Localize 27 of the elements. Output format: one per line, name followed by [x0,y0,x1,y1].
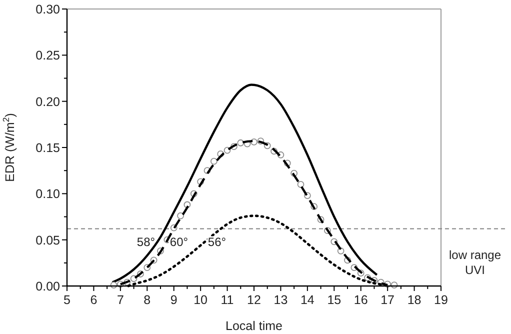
annotation: 56° [208,234,226,249]
x-tick-label: 9 [170,293,178,307]
y-tick-label: 0.10 [36,187,60,202]
x-tick-label: 14 [300,293,314,307]
x-tick-label: 7 [116,293,124,307]
x-tick-label: 19 [434,293,448,307]
ref-line-label: low range UVI [448,248,502,277]
x-tick-label: 16 [354,293,368,307]
x-tick-label: 12 [247,293,261,307]
y-tick-label: 0.30 [36,2,60,16]
x-tick-label: 8 [144,293,151,307]
x-tick-label: 6 [90,293,98,307]
annotation: 58° [136,234,156,249]
x-tick-label: 18 [407,293,422,307]
x-tick-label: 15 [327,293,342,307]
y-tick-label: 0.00 [36,280,60,294]
x-tick-label: 5 [64,293,71,307]
x-tick-label: 11 [220,293,234,307]
y-tick-label: 0.05 [36,233,60,248]
y-tick-label: 0.15 [36,141,60,155]
y-tick-label: 0.20 [36,94,60,109]
y-tick-label: 0.25 [36,48,60,63]
x-tick-label: 13 [274,293,288,307]
x-axis-title: Local time [226,319,283,333]
annotation: 60° [170,234,188,249]
x-tick-label: 17 [380,293,395,307]
x-tick-label: 10 [194,293,208,307]
